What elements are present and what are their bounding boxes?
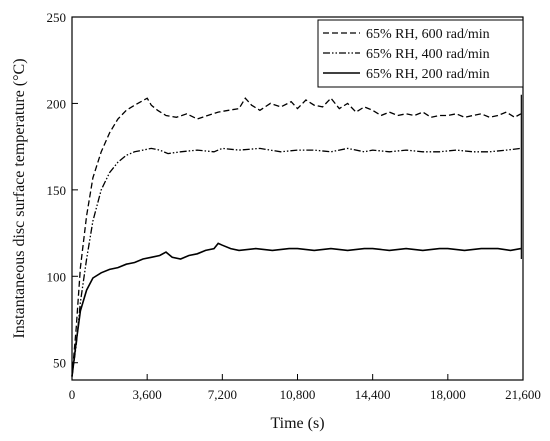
x-axis-label: Time (s) — [270, 415, 324, 432]
ticks-layer: 0 3,600 7,200 10,800 14,400 18,000 21,600 50 100… — [47, 10, 541, 402]
x-tick-label: 0 — [69, 387, 76, 402]
series-line-3 — [71, 242, 522, 377]
y-tick-label: 250 — [47, 10, 67, 25]
y-tick-label: 50 — [53, 356, 66, 371]
plot-frame — [71, 16, 524, 381]
x-tick-label: 7,200 — [208, 387, 237, 402]
y-axis-label: Instantaneous disc surface temperature (… — [11, 58, 28, 338]
x-tick-label: 14,400 — [355, 387, 391, 402]
series-line-1 — [71, 97, 522, 377]
series-line-2 — [71, 147, 521, 377]
legend-label-1: 65% RH, 600 rad/min — [366, 27, 490, 42]
x-tick-label: 21,600 — [505, 387, 541, 402]
y-tick-label: 200 — [47, 96, 67, 111]
legend: 65% RH, 600 rad/min 65% RH, 400 rad/min 65… — [317, 19, 524, 88]
x-tick-label: 10,800 — [280, 387, 316, 402]
y-tick-label: 150 — [47, 183, 67, 198]
series-layer — [71, 94, 522, 377]
y-tick-label: 100 — [47, 269, 67, 284]
x-tick-label: 18,000 — [430, 387, 466, 402]
legend-label-3: 65% RH, 200 rad/min — [366, 67, 490, 82]
legend-label-2: 65% RH, 400 rad/min — [366, 47, 490, 62]
x-tick-label: 3,600 — [133, 387, 162, 402]
